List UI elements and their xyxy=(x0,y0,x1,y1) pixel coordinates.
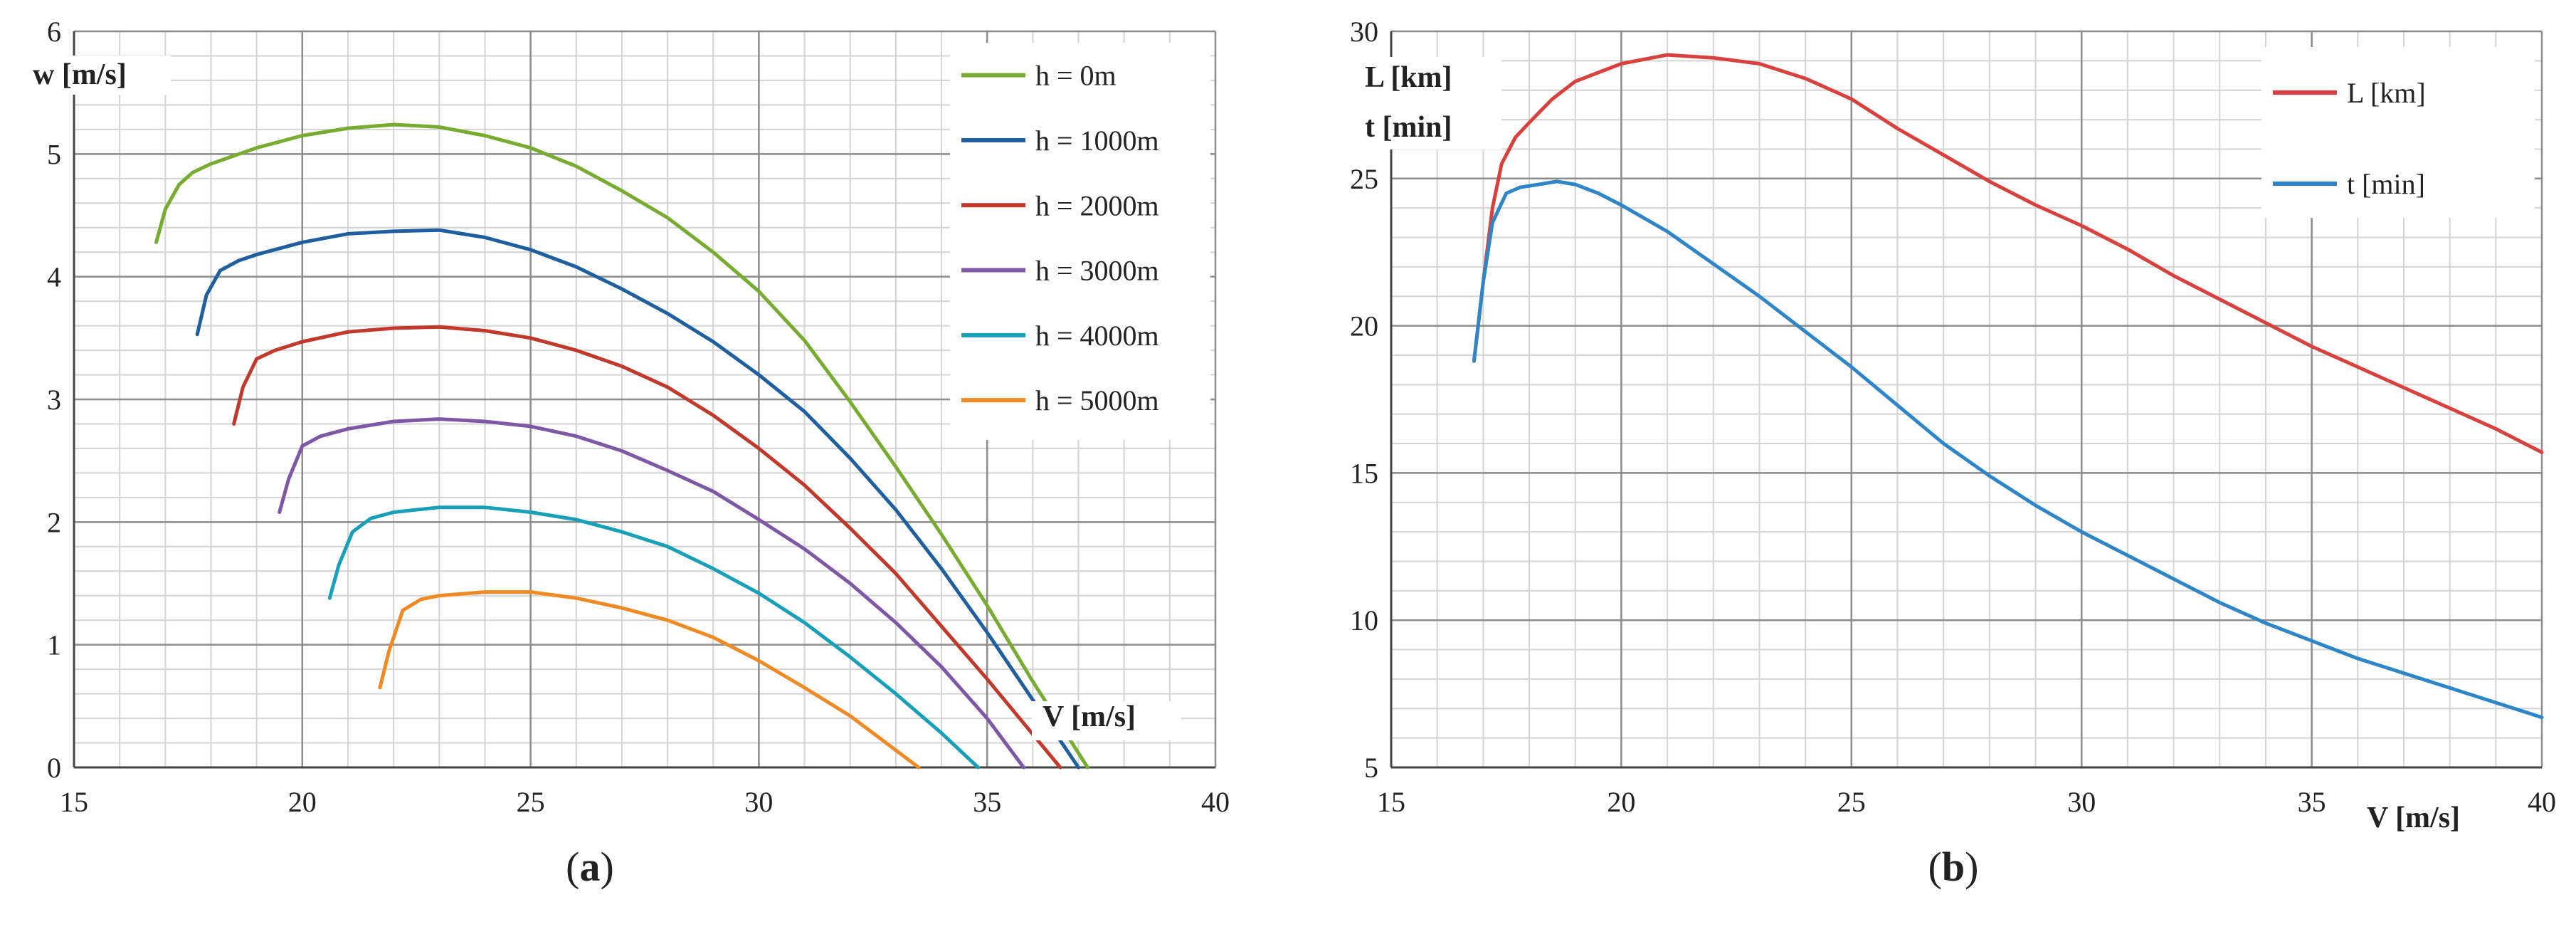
x-tick-label: 20 xyxy=(288,786,317,818)
panel-label: (b) xyxy=(1928,844,1979,890)
legend-box xyxy=(950,43,1210,440)
x-tick-label: 30 xyxy=(2067,786,2096,818)
legend-label: L [km] xyxy=(2347,77,2426,109)
legend-label: h = 2000m xyxy=(1035,189,1159,221)
x-label-background xyxy=(1032,701,1181,740)
x-tick-label: 15 xyxy=(60,786,88,818)
y-tick-label: 20 xyxy=(1350,310,1378,342)
x-tick-label: 40 xyxy=(1201,786,1230,818)
series-line-1 xyxy=(154,122,1089,770)
legend-label: h = 3000m xyxy=(1035,255,1159,287)
legend-box xyxy=(2261,47,2535,218)
x-tick-label: 30 xyxy=(744,786,773,818)
y-tick-label: 6 xyxy=(47,16,61,48)
x-tick-label: 20 xyxy=(1607,786,1635,818)
legend-label: h = 4000m xyxy=(1035,320,1159,352)
y-tick-label: 5 xyxy=(1364,752,1378,784)
x-axis-label: V [m/s] xyxy=(2367,802,2460,834)
legend-label: h = 0m xyxy=(1035,60,1117,92)
chart-b: 15 20 25 30 35 40 5 10 15 20 25 30 L [km] t [min] V [m… xyxy=(1350,16,2556,890)
y-tick-label: 5 xyxy=(47,138,61,170)
series-line-5 xyxy=(327,505,980,770)
x-tick-label: 40 xyxy=(2528,786,2556,818)
x-axis-label: V [m/s] xyxy=(1042,700,1136,733)
y-tick-label: 4 xyxy=(47,261,61,293)
legend: L [km] t [min] xyxy=(2261,47,2535,218)
y-label-background xyxy=(1361,57,1501,149)
y-tick-label: 3 xyxy=(47,384,61,416)
series-line-4 xyxy=(278,417,1025,770)
series-line-3 xyxy=(232,325,1062,770)
series-line-2 xyxy=(195,228,1080,770)
x-tick-label: 15 xyxy=(1377,786,1405,818)
legend-label: t [min] xyxy=(2347,168,2425,200)
y-axis-label: L [km] xyxy=(1365,61,1452,94)
y-axis-label: t [min] xyxy=(1365,111,1452,144)
x-tick-label: 25 xyxy=(517,786,545,818)
series-line-1 xyxy=(1472,53,2544,454)
legend-label: h = 5000m xyxy=(1035,384,1159,416)
y-tick-label: 30 xyxy=(1350,16,1378,48)
x-tick-label: 25 xyxy=(1837,786,1866,818)
y-axis-label: w [m/s] xyxy=(33,58,127,91)
y-tick-label: 25 xyxy=(1350,163,1378,195)
y-label-background xyxy=(28,56,171,95)
y-tick-label: 1 xyxy=(47,629,61,661)
legend-label: h = 1000m xyxy=(1035,125,1159,157)
y-tick-label: 15 xyxy=(1350,457,1378,489)
legend: h = 0m h = 1000m h = 2000m h = 3000m h = 400… xyxy=(950,43,1210,440)
series-line-2 xyxy=(1472,179,2544,720)
x-tick-label: 35 xyxy=(2298,786,2326,818)
y-tick-label: 2 xyxy=(47,506,61,538)
y-tick-label: 0 xyxy=(47,752,61,784)
series-line-6 xyxy=(378,590,921,770)
y-tick-label: 10 xyxy=(1350,604,1378,636)
panel-label: (a) xyxy=(566,844,614,890)
x-tick-label: 35 xyxy=(973,786,1001,818)
